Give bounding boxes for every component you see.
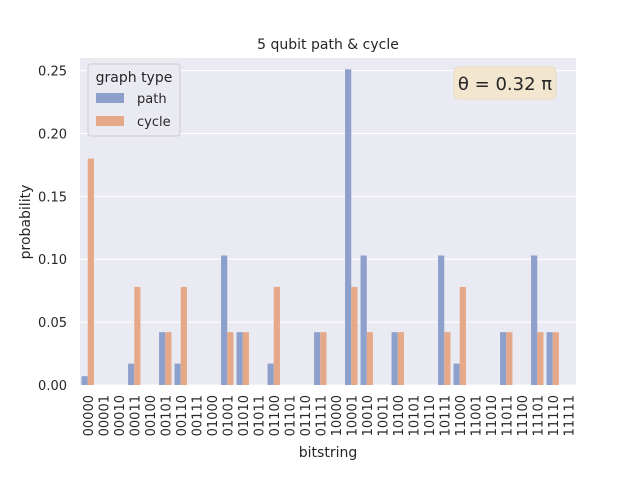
bar-path-10001 <box>345 69 352 385</box>
legend-swatch-cycle <box>96 116 124 126</box>
x-tick-label: 01110 <box>299 395 314 436</box>
x-tick-label: 10101 <box>407 395 422 436</box>
legend-label-cycle: cycle <box>137 115 171 130</box>
bar-cycle-11011 <box>506 332 513 385</box>
bar-cycle-01010 <box>242 332 249 385</box>
y-tick-label: 0.00 <box>38 379 67 394</box>
bar-path-01100 <box>267 363 274 385</box>
x-tick-label: 11000 <box>454 395 469 436</box>
y-tick-label: 0.05 <box>38 316 67 331</box>
bar-cycle-01100 <box>273 286 280 385</box>
x-tick-label: 00000 <box>82 395 97 436</box>
y-tick-label: 0.25 <box>38 65 67 80</box>
x-tick-label: 11101 <box>531 395 546 436</box>
bar-path-00101 <box>159 332 166 385</box>
x-axis-title: bitstring <box>299 445 357 461</box>
bar-cycle-00011 <box>134 286 141 385</box>
bar-cycle-01111 <box>320 332 327 385</box>
y-tick-label: 0.20 <box>38 127 67 142</box>
bar-cycle-11110 <box>552 332 559 385</box>
x-tick-label: 01000 <box>206 395 221 436</box>
x-tick-label: 00110 <box>175 395 190 436</box>
x-tick-label: 01101 <box>283 395 298 436</box>
bars <box>81 69 559 385</box>
legend-label-path: path <box>137 92 167 107</box>
bar-path-00011 <box>128 363 135 385</box>
bar-path-10010 <box>360 255 367 385</box>
x-tick-label: 00101 <box>159 395 174 436</box>
bar-path-11110 <box>546 332 553 385</box>
x-tick-label: 01001 <box>221 395 236 436</box>
x-tick-label: 01100 <box>268 395 283 436</box>
x-tick-label: 10011 <box>376 395 391 436</box>
bar-path-10111 <box>438 255 445 385</box>
x-tick-label: 00001 <box>97 395 112 436</box>
x-tick-label: 01011 <box>252 395 267 436</box>
bar-cycle-11101 <box>537 332 544 385</box>
y-axis-title: probability <box>18 185 34 260</box>
x-tick-label: 11001 <box>469 395 484 436</box>
x-tick-label: 01010 <box>237 395 252 436</box>
x-tick-label: 00100 <box>144 395 159 436</box>
y-tick-labels: 0.00 0.05 0.10 0.15 0.20 0.25 <box>38 65 67 394</box>
x-tick-label: 10110 <box>423 395 438 436</box>
x-tick-label: 11111 <box>562 395 577 436</box>
bar-path-01010 <box>236 332 243 385</box>
x-tick-label: 11110 <box>547 395 562 436</box>
x-tick-label: 10111 <box>438 395 453 436</box>
chart-title: 5 qubit path & cycle <box>257 37 399 53</box>
bar-path-01001 <box>221 255 228 385</box>
bar-cycle-10010 <box>366 332 373 385</box>
x-tick-label: 00111 <box>190 395 205 436</box>
x-tick-label: 00011 <box>128 395 143 436</box>
bar-cycle-01001 <box>227 332 234 385</box>
bar-path-11101 <box>531 255 538 385</box>
bar-cycle-10001 <box>351 286 358 385</box>
x-tick-label: 10010 <box>361 395 376 436</box>
legend-swatch-path <box>96 93 124 103</box>
bar-cycle-11000 <box>459 286 466 385</box>
y-tick-label: 0.10 <box>38 253 67 268</box>
bar-path-11000 <box>453 363 460 385</box>
bar-path-01111 <box>314 332 321 385</box>
bar-path-10100 <box>391 332 398 385</box>
bar-cycle-10111 <box>444 332 451 385</box>
legend-title: graph type <box>96 70 173 86</box>
y-tick-label: 0.15 <box>38 190 67 205</box>
legend: graph type path cycle <box>87 63 181 137</box>
x-tick-label: 11010 <box>485 395 500 436</box>
annotation-box <box>453 66 557 100</box>
x-tick-label: 00010 <box>113 395 128 436</box>
x-tick-label: 10000 <box>330 395 345 436</box>
theta-annotation: θ = 0.32 π <box>453 66 557 100</box>
bar-cycle-00110 <box>180 286 187 385</box>
bar-cycle-00101 <box>165 332 172 385</box>
bar-path-11011 <box>500 332 507 385</box>
x-tick-labels: 00000 00001 00010 00011 00100 00101 00110 00111… <box>82 395 578 436</box>
x-tick-label: 11011 <box>500 395 515 436</box>
bar-path-00000 <box>81 376 88 385</box>
x-tick-label: 01111 <box>314 395 329 436</box>
annotation-text: θ = 0.32 π <box>458 74 552 95</box>
bar-path-00110 <box>174 363 181 385</box>
x-tick-label: 10001 <box>345 395 360 436</box>
x-tick-label: 10100 <box>392 395 407 436</box>
x-tick-label: 11100 <box>516 395 531 436</box>
bar-cycle-10100 <box>397 332 404 385</box>
bar-cycle-00000 <box>87 158 94 385</box>
